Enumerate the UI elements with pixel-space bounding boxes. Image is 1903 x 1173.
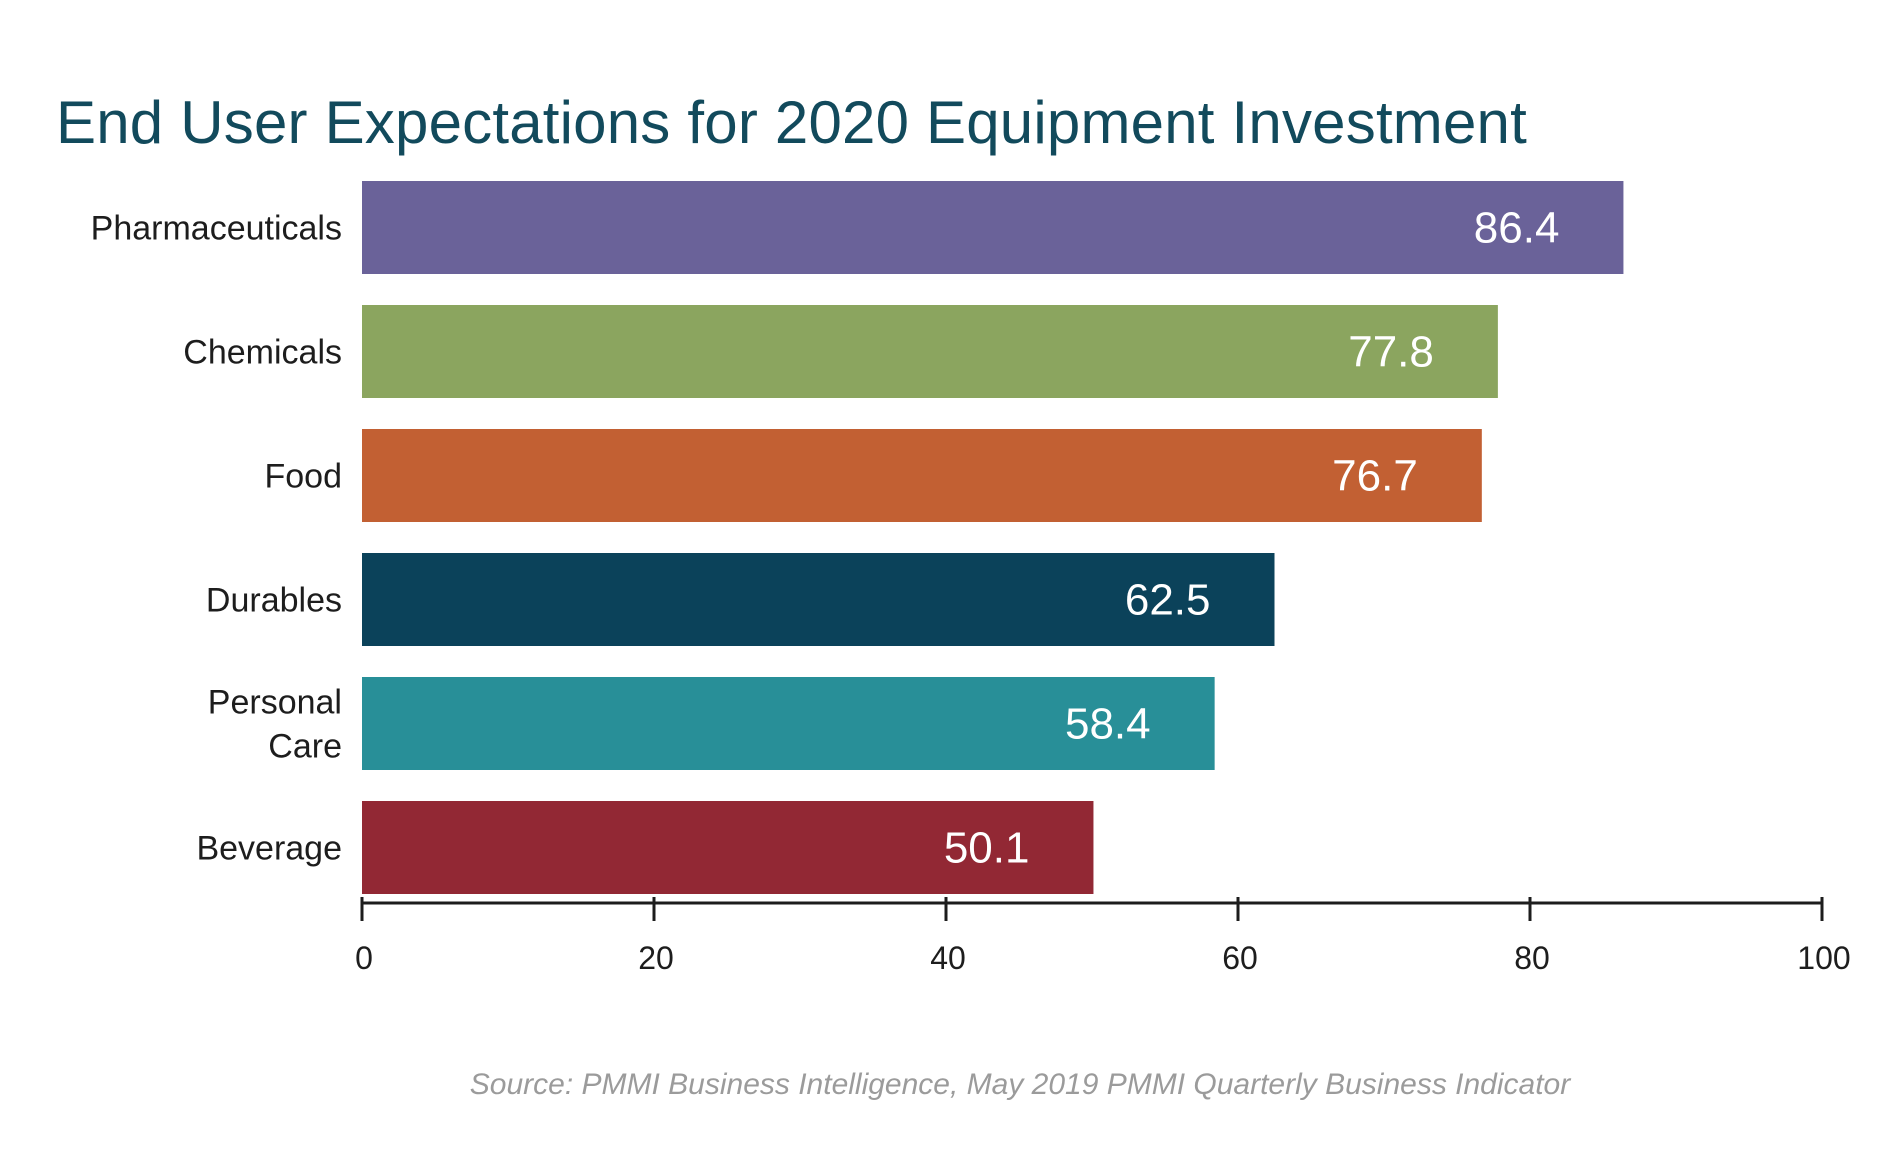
bar-personal-care (362, 677, 1215, 770)
x-tick-label: 40 (930, 940, 966, 976)
x-axis: 0 20 40 60 80 100 (355, 897, 1851, 976)
bar-pharmaceuticals (362, 181, 1624, 274)
category-label-line: Care (268, 728, 342, 766)
data-label: 50.1 (944, 824, 1030, 873)
category-label-line: Personal (208, 684, 342, 722)
category-label-line: Pharmaceuticals (91, 210, 342, 248)
category-label-line: Chemicals (183, 334, 342, 372)
chart-title: End User Expectations for 2020 Equipment… (56, 89, 1528, 156)
x-tick-label: 20 (638, 940, 674, 976)
category-label-line: Durables (206, 582, 342, 620)
x-tick-label: 60 (1222, 940, 1258, 976)
bar-beverage (362, 801, 1094, 894)
category-labels-layer: Pharmaceuticals Chemicals Food Durables Pers… (91, 210, 342, 868)
x-tick-label: 100 (1797, 940, 1850, 976)
category-label: Durables (206, 582, 342, 620)
x-tick-label: 0 (355, 940, 373, 976)
bars-layer: 86.4 77.8 76.7 62.5 58.4 50.1 (362, 181, 1624, 894)
bar-food (362, 429, 1482, 522)
category-label-line: Food (265, 458, 343, 496)
data-label: 62.5 (1125, 576, 1211, 625)
category-label: Personal Care (208, 684, 342, 766)
x-tick-label: 80 (1514, 940, 1550, 976)
data-label: 76.7 (1332, 452, 1418, 501)
category-label: Chemicals (183, 334, 342, 372)
data-label: 77.8 (1348, 328, 1434, 377)
data-label: 86.4 (1474, 204, 1560, 253)
category-label: Beverage (196, 830, 342, 868)
bar-chemicals (362, 305, 1498, 398)
source-note: Source: PMMI Business Intelligence, May … (469, 1068, 1571, 1101)
bar-durables (362, 553, 1275, 646)
category-label: Pharmaceuticals (91, 210, 342, 248)
category-label: Food (265, 458, 343, 496)
category-label-line: Beverage (196, 830, 342, 868)
data-label: 58.4 (1065, 700, 1151, 749)
